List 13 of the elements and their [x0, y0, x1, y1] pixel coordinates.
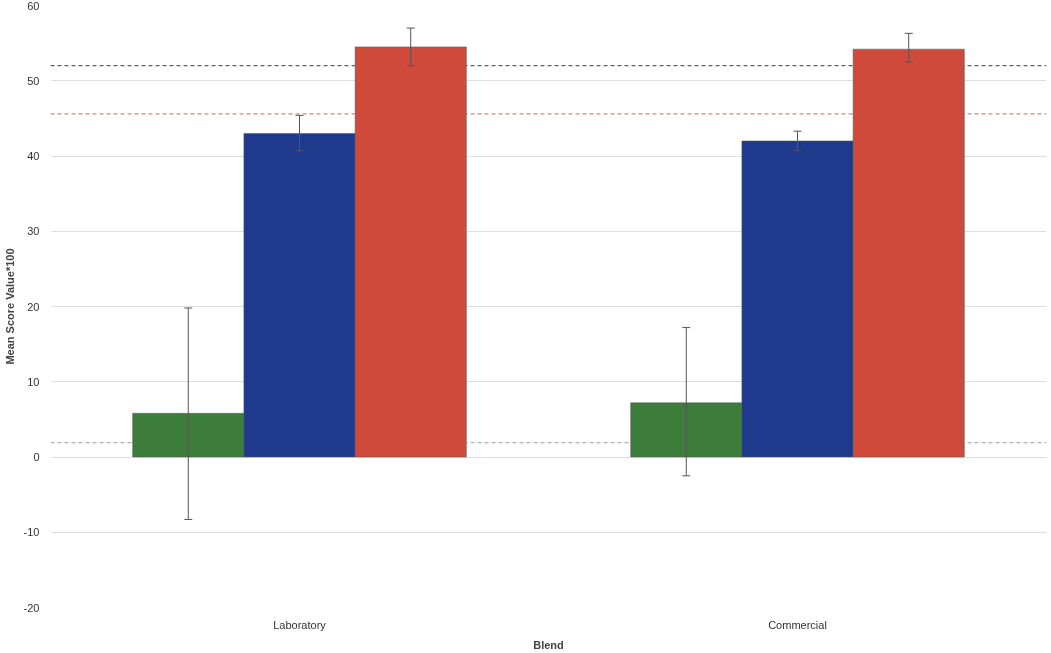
x-tick-label: Laboratory: [273, 618, 327, 631]
y-tick-label: -10: [23, 526, 40, 539]
y-axis-title: Mean Score Value*100: [3, 248, 16, 365]
y-tick-label: 40: [27, 150, 40, 162]
y-tick-label: 50: [27, 74, 40, 87]
y-tick-label: 20: [27, 300, 40, 313]
y-tick-label: 60: [27, 0, 40, 12]
x-tick-label: Commercial: [768, 618, 827, 631]
y-tick-label: 10: [27, 375, 40, 388]
y-tick-label: -20: [23, 601, 40, 614]
y-tick-label: 0: [33, 451, 40, 463]
y-tick-label: 30: [27, 225, 40, 238]
x-axis-title: Blend: [533, 638, 564, 651]
